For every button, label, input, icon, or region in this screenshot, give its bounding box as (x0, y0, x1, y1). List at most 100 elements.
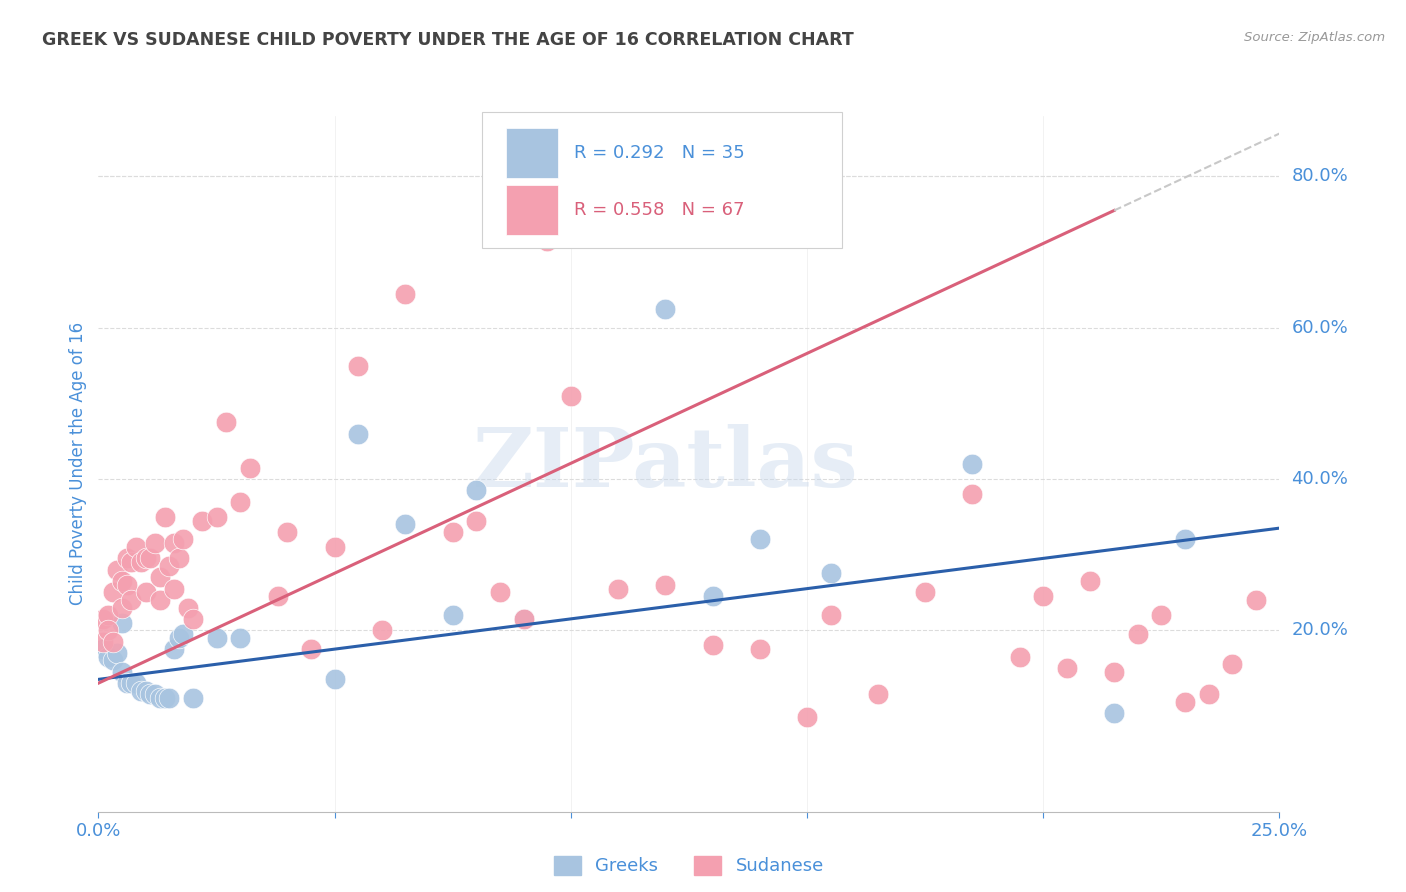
Point (121, 676, 143, 690)
FancyBboxPatch shape (506, 185, 558, 235)
Point (1102, 706, 1125, 721)
Point (371, 624, 394, 638)
Point (172, 533, 194, 547)
Point (97, 649, 120, 664)
Point (1056, 661, 1078, 675)
Point (820, 566, 842, 581)
Point (115, 578, 138, 592)
Text: R = 0.558   N = 67: R = 0.558 N = 67 (575, 201, 745, 219)
Point (111, 574, 134, 588)
Point (121, 593, 143, 607)
Point (135, 683, 157, 698)
Point (1126, 627, 1149, 641)
Point (153, 509, 176, 524)
Point (143, 688, 166, 702)
Text: GREEK VS SUDANESE CHILD POVERTY UNDER THE AGE OF 16 CORRELATION CHART: GREEK VS SUDANESE CHILD POVERTY UNDER TH… (42, 31, 853, 49)
Point (149, 691, 172, 706)
Point (215, 415, 238, 429)
Point (157, 558, 180, 573)
Point (139, 551, 162, 566)
Point (512, 612, 534, 626)
Point (1080, 574, 1102, 588)
Point (347, 359, 370, 373)
Text: ZIPatlas: ZIPatlas (472, 424, 858, 504)
Point (181, 691, 204, 706)
FancyBboxPatch shape (482, 112, 842, 248)
Point (267, 589, 290, 603)
Point (1008, 649, 1031, 664)
Point (115, 676, 138, 690)
Point (101, 653, 124, 667)
Point (105, 563, 128, 577)
Point (1198, 688, 1220, 702)
Point (299, 642, 322, 657)
Point (205, 631, 228, 645)
Point (125, 540, 148, 554)
Point (914, 585, 936, 599)
Point (607, 582, 630, 596)
Point (143, 536, 166, 550)
Text: R = 0.292   N = 35: R = 0.292 N = 35 (575, 144, 745, 161)
Point (239, 460, 262, 475)
Point (441, 608, 464, 623)
Point (229, 631, 252, 645)
Point (149, 593, 172, 607)
Point (115, 551, 138, 566)
Point (191, 514, 214, 528)
Point (97, 608, 120, 623)
Point (536, 234, 558, 248)
Point (163, 536, 186, 550)
Point (796, 710, 818, 724)
Point (866, 688, 889, 702)
Point (167, 551, 190, 566)
Point (1174, 695, 1197, 709)
Point (1174, 533, 1197, 547)
Point (111, 600, 134, 615)
Point (347, 426, 370, 441)
Point (962, 487, 984, 501)
Point (205, 509, 228, 524)
Point (702, 589, 724, 603)
Point (654, 301, 676, 316)
Point (229, 494, 252, 508)
Point (702, 638, 724, 652)
Point (489, 585, 512, 599)
Point (135, 551, 157, 566)
Point (167, 631, 190, 645)
Text: 60.0%: 60.0% (1291, 318, 1348, 336)
Text: 80.0%: 80.0% (1291, 168, 1348, 186)
Text: Source: ZipAtlas.com: Source: ZipAtlas.com (1244, 31, 1385, 45)
Point (181, 612, 204, 626)
Point (748, 533, 770, 547)
Point (465, 483, 488, 498)
Point (820, 608, 842, 623)
Point (512, 612, 534, 626)
Point (125, 676, 148, 690)
Point (163, 582, 186, 596)
FancyBboxPatch shape (506, 128, 558, 178)
Point (105, 646, 128, 660)
Point (91, 634, 114, 648)
Point (1102, 665, 1125, 679)
Point (1032, 589, 1054, 603)
Point (962, 457, 984, 471)
Point (465, 514, 488, 528)
Point (323, 540, 346, 554)
Point (1244, 593, 1267, 607)
Point (101, 634, 124, 648)
Point (748, 642, 770, 657)
Text: 40.0%: 40.0% (1291, 470, 1348, 488)
Point (111, 665, 134, 679)
Point (394, 517, 416, 532)
Point (91, 612, 114, 626)
Point (139, 688, 162, 702)
Y-axis label: Child Poverty Under the Age of 16: Child Poverty Under the Age of 16 (69, 322, 87, 606)
Point (129, 683, 152, 698)
Point (163, 642, 186, 657)
Point (560, 389, 582, 403)
Point (135, 585, 157, 599)
Point (1150, 608, 1173, 623)
Point (153, 691, 176, 706)
Point (149, 570, 172, 584)
Point (172, 627, 194, 641)
